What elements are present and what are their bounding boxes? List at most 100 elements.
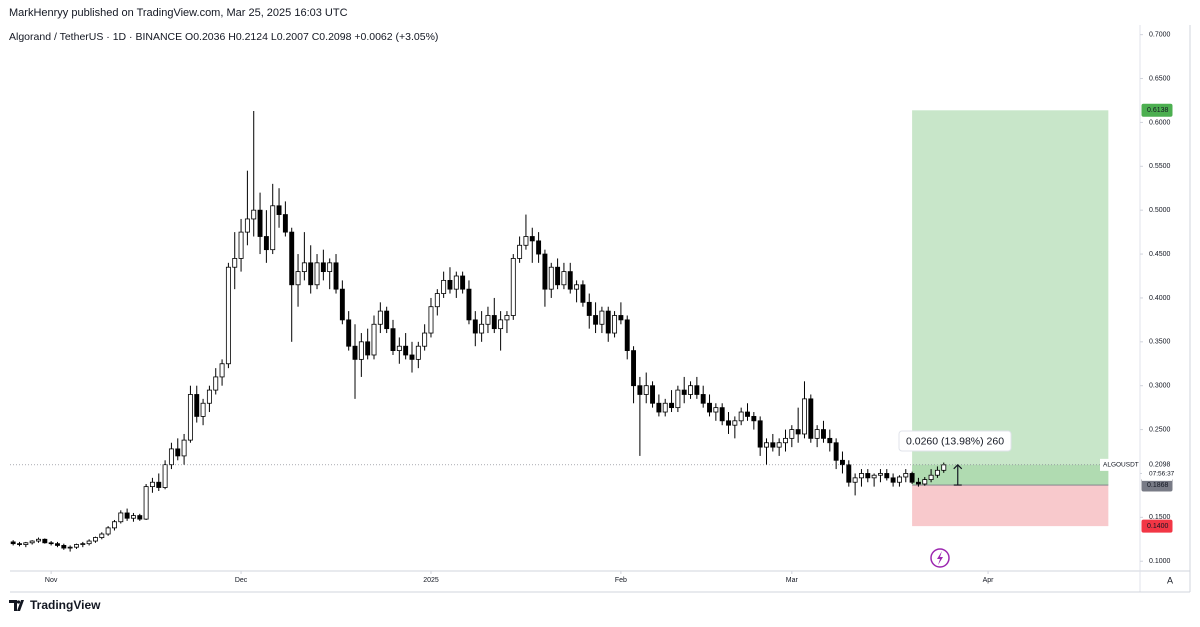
candle-body xyxy=(346,319,352,347)
candle-body xyxy=(295,271,301,286)
candle-body xyxy=(865,473,871,479)
candle-body xyxy=(225,266,231,365)
candle-body xyxy=(707,402,712,413)
candle-body xyxy=(783,437,788,444)
candle-body xyxy=(694,385,700,395)
candle-body xyxy=(504,315,510,321)
candle-body xyxy=(194,394,200,417)
alert-icon[interactable] xyxy=(930,548,950,568)
x-tick-label: Dec xyxy=(235,577,248,584)
candle-body xyxy=(403,345,409,356)
candle-body xyxy=(301,262,307,273)
candle-body xyxy=(86,540,92,545)
candle-body xyxy=(270,205,276,251)
x-tick-label: Nov xyxy=(45,577,58,584)
candle-body xyxy=(434,293,440,308)
brand: TradingView xyxy=(30,598,101,612)
candle-body xyxy=(29,540,35,544)
candle-body xyxy=(605,310,611,334)
candle-body xyxy=(327,262,333,273)
loss-zone xyxy=(912,485,1109,527)
candle-body xyxy=(877,473,883,476)
candle-body xyxy=(447,279,453,290)
candle-body xyxy=(23,542,29,545)
candle-body xyxy=(802,398,807,435)
candle-body xyxy=(713,407,719,413)
candle-body xyxy=(441,279,447,294)
countdown: 07:56:37 xyxy=(1149,471,1175,478)
candle-body xyxy=(156,481,162,488)
candle-body xyxy=(669,402,674,409)
candle-body xyxy=(846,464,852,483)
candle-body xyxy=(333,262,339,290)
y-tick-label: 0.2500 xyxy=(1149,426,1171,433)
candle-body xyxy=(751,416,757,422)
candle-body xyxy=(928,474,934,481)
axis-mode[interactable]: A xyxy=(1167,575,1173,585)
candle-body xyxy=(858,473,864,479)
candle-body xyxy=(738,411,744,422)
entry-label: 0.1868 xyxy=(1147,482,1169,489)
y-tick-label: 0.4000 xyxy=(1149,295,1171,302)
candle-body xyxy=(55,543,60,546)
candle-body xyxy=(510,258,516,316)
candle-body xyxy=(200,402,206,417)
candle-body xyxy=(67,546,73,549)
candle-body xyxy=(915,481,921,485)
candle-body xyxy=(219,363,225,378)
candle-body xyxy=(808,398,814,439)
candle-body xyxy=(542,253,548,290)
candle-body xyxy=(358,341,364,360)
candle-body xyxy=(650,385,656,404)
candle-body xyxy=(472,319,478,334)
candle-body xyxy=(61,545,67,549)
measure-arrowhead xyxy=(953,464,963,470)
candle-body xyxy=(263,236,269,251)
candle-body xyxy=(168,448,174,466)
candle-body xyxy=(485,315,491,325)
y-tick-label: 0.7000 xyxy=(1149,31,1171,38)
candle-body xyxy=(213,376,219,391)
candle-body xyxy=(896,476,902,483)
candle-body xyxy=(814,429,820,439)
candle-body xyxy=(764,442,769,448)
target-label-bg xyxy=(1141,103,1173,117)
candle-body xyxy=(903,473,909,478)
candle-body xyxy=(282,214,288,233)
candle-body xyxy=(776,442,782,448)
target-label: 0.6138 xyxy=(1147,107,1169,114)
profit-zone xyxy=(912,110,1109,486)
candle-body xyxy=(409,354,415,360)
candle-body xyxy=(491,315,497,330)
candle-body xyxy=(17,543,22,545)
candle-body xyxy=(567,271,573,290)
candle-body xyxy=(770,442,776,448)
y-tick-label: 0.5000 xyxy=(1149,207,1171,214)
candle-body xyxy=(789,429,795,439)
x-tick-label: Feb xyxy=(615,577,627,584)
x-tick-label: Mar xyxy=(786,577,799,584)
candle-body xyxy=(80,543,86,545)
chart-title: Algorand / TetherUS · 1D · BINANCE O0.20… xyxy=(9,31,438,43)
candle-body xyxy=(719,407,725,422)
y-tick-label: 0.3000 xyxy=(1149,383,1171,390)
y-tick-label: 0.1000 xyxy=(1149,558,1171,565)
candle-body xyxy=(941,464,947,471)
y-tick-label: 0.3500 xyxy=(1149,339,1171,346)
candle-body xyxy=(871,474,877,479)
candle-body xyxy=(909,473,915,483)
candle-body xyxy=(42,538,48,544)
candle-body xyxy=(377,310,383,325)
candle-body xyxy=(365,341,371,356)
candle-body xyxy=(536,240,542,255)
x-tick-label: 2025 xyxy=(423,577,439,584)
candle-body xyxy=(637,385,643,395)
candle-body xyxy=(745,411,750,417)
candle-body xyxy=(175,448,181,457)
candle-body xyxy=(384,310,390,330)
candle-body xyxy=(618,315,624,321)
open-profit xyxy=(912,464,1109,486)
candle-body xyxy=(827,437,833,444)
candle-body xyxy=(99,533,105,538)
